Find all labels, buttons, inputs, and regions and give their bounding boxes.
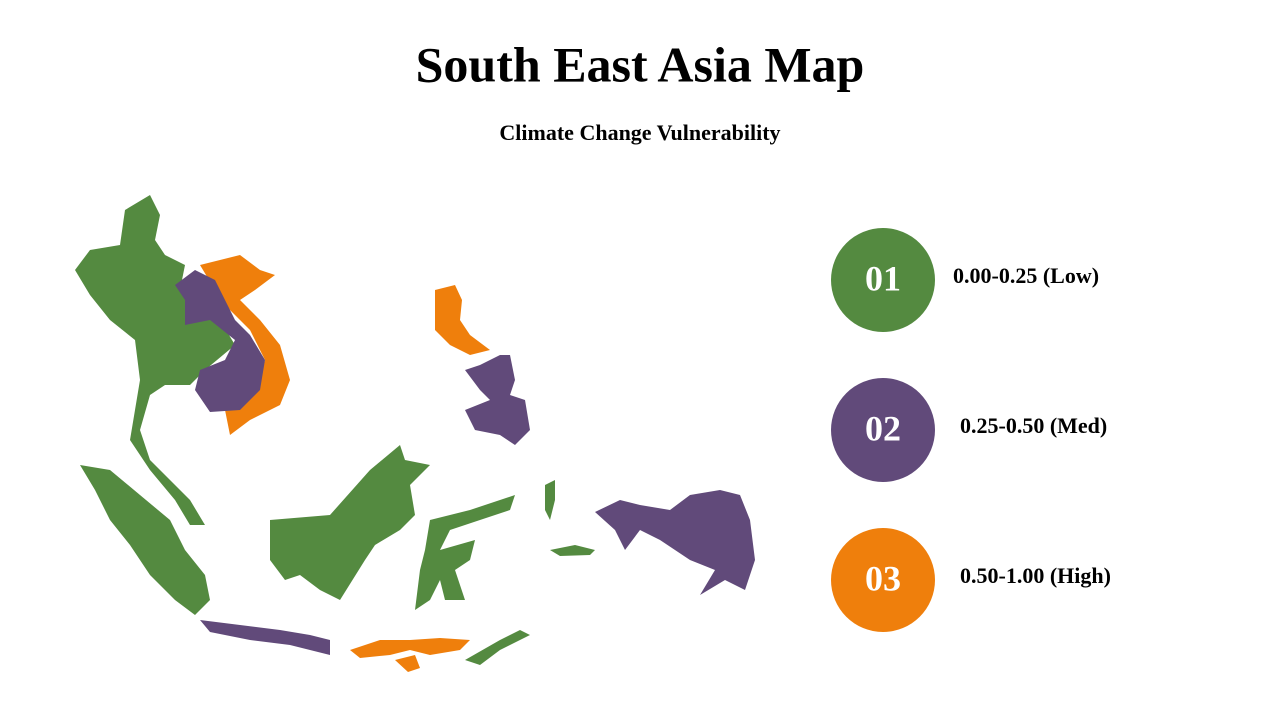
timor (465, 630, 530, 665)
borneo (270, 445, 430, 600)
sulawesi (415, 495, 515, 610)
legend-circle (831, 528, 935, 632)
legend-label: 0.50-1.00 (High) (960, 563, 1111, 588)
laos-cambodia (175, 270, 265, 412)
papua (595, 490, 755, 595)
nusa-tenggara (350, 638, 470, 658)
sumatra (80, 465, 210, 615)
title: South East Asia Map (416, 36, 865, 92)
legend-label: 0.00-0.25 (Low) (953, 263, 1099, 288)
legend-number: 01 (865, 258, 901, 298)
philippines-north (435, 285, 490, 355)
seram (550, 545, 595, 556)
philippines-south (465, 355, 530, 445)
legend-label: 0.25-0.50 (Med) (960, 413, 1107, 438)
subtitle: Climate Change Vulnerability (499, 120, 780, 145)
java (200, 620, 330, 655)
legend-circle (831, 378, 935, 482)
halmahera (545, 480, 555, 520)
legend-circle (831, 228, 935, 332)
map (75, 195, 755, 672)
island (395, 655, 420, 672)
mainland-green (75, 195, 235, 525)
legend-number: 03 (865, 558, 901, 598)
legend-number: 02 (865, 408, 901, 448)
